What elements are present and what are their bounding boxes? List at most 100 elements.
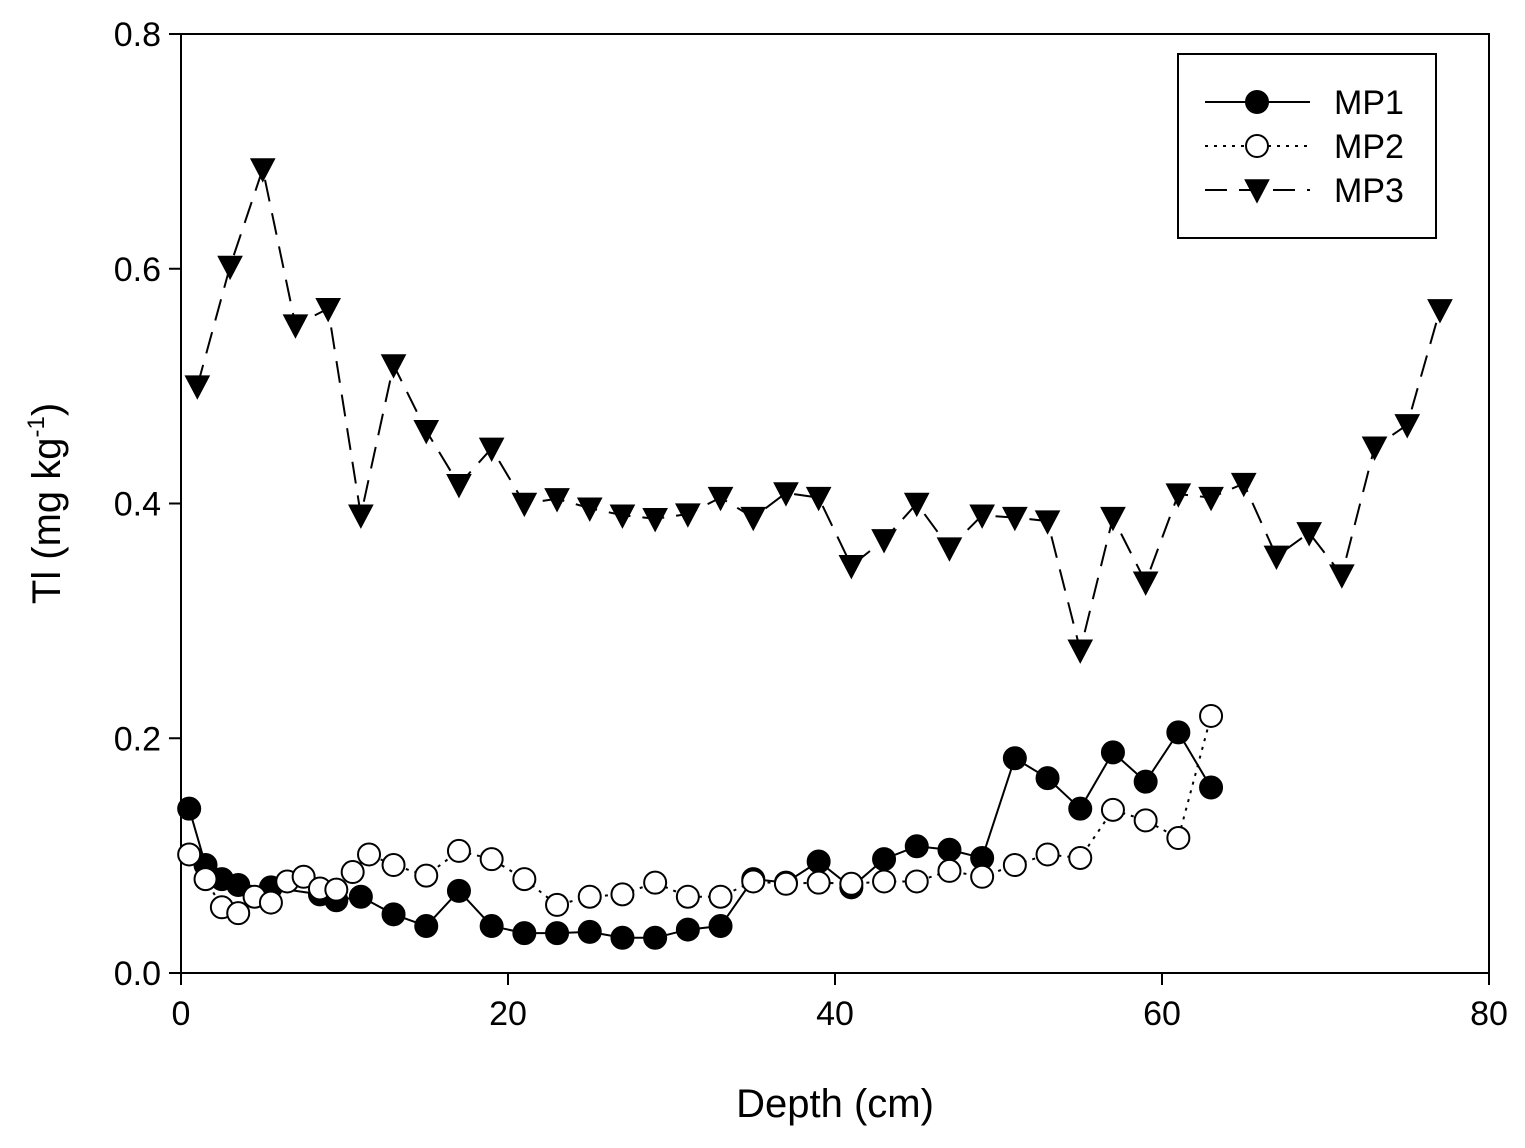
data-point-mp2 <box>773 871 798 896</box>
data-point-mp3 <box>348 504 374 529</box>
data-point-mp3 <box>1198 486 1224 512</box>
data-point-mp2 <box>324 877 349 902</box>
data-point-mp2 <box>226 901 251 926</box>
data-point-mp3 <box>1132 571 1159 596</box>
data-point-mp1 <box>226 872 251 897</box>
data-point-mp2 <box>1199 703 1224 728</box>
data-point-mp2 <box>1166 826 1191 851</box>
data-point-mp1 <box>1100 740 1125 765</box>
data-point-mp1 <box>643 925 668 950</box>
data-point-mp3 <box>936 537 963 562</box>
data-point-mp2 <box>675 884 700 909</box>
data-point-mp2 <box>741 869 766 894</box>
data-point-mp3 <box>1361 436 1388 461</box>
data-point-mp1 <box>177 796 202 821</box>
data-point-mp3 <box>184 375 211 400</box>
data-point-mp1 <box>1166 720 1191 745</box>
y-tick-label: 0.6 <box>114 251 161 289</box>
series-line-mp3 <box>196 165 1441 651</box>
data-point-mp1 <box>610 925 635 950</box>
data-point-mp3 <box>315 297 341 323</box>
data-point-mp2 <box>479 847 504 872</box>
legend-item-mp3: MP3 <box>1205 172 1404 210</box>
data-point-mp1 <box>545 921 570 946</box>
data-point-mp2 <box>1035 842 1060 867</box>
data-point-mp3 <box>838 555 865 580</box>
data-point-mp2 <box>643 870 668 895</box>
data-point-mp2 <box>446 838 471 863</box>
data-point-mp3 <box>871 529 897 554</box>
data-point-mp2 <box>193 867 218 892</box>
x-axis-title: Depth (cm) <box>736 1082 934 1126</box>
data-point-mp3 <box>1067 639 1094 664</box>
data-point-mp3 <box>1329 564 1355 589</box>
data-point-mp3 <box>249 158 276 183</box>
data-point-mp2 <box>545 892 570 917</box>
data-point-mp3 <box>1034 510 1061 535</box>
data-point-mp1 <box>446 878 471 903</box>
axis-titles: Depth (cm) Tl (mg kg-1) <box>23 403 934 1126</box>
data-point-mp3 <box>1002 506 1028 532</box>
data-point-mp1 <box>512 921 537 946</box>
data-point-mp1 <box>904 834 929 859</box>
data-point-mp3 <box>675 503 701 528</box>
legend-marker-mp3 <box>1244 179 1270 204</box>
data-point-mp3 <box>805 486 832 512</box>
data-point-mp2 <box>904 869 929 894</box>
data-point-mp1 <box>1035 766 1060 791</box>
data-point-mp2 <box>1068 845 1093 870</box>
data-point-mp2 <box>577 884 602 909</box>
data-point-mp3 <box>380 354 407 379</box>
data-point-mp2 <box>839 871 864 896</box>
data-point-mp2 <box>970 864 995 889</box>
data-point-mp1 <box>414 914 439 939</box>
x-tick-label: 80 <box>1470 995 1508 1033</box>
data-point-mp1 <box>806 849 831 874</box>
data-point-mp1 <box>872 847 897 872</box>
data-point-mp2 <box>1133 808 1158 833</box>
data-point-mp3 <box>1100 506 1126 532</box>
y-tick-label: 0.0 <box>114 955 161 993</box>
data-point-mp1 <box>937 837 962 862</box>
y-axis-title-superscript: -1 <box>23 416 50 437</box>
y-axis-title-base: Tl (mg kg <box>25 437 69 604</box>
data-point-mp2 <box>258 890 283 915</box>
data-point-mp3 <box>478 437 505 463</box>
data-point-mp2 <box>610 882 635 907</box>
data-point-mp1 <box>381 902 406 927</box>
series-mp2 <box>177 703 1224 926</box>
data-point-mp2 <box>708 884 733 909</box>
data-point-mp3 <box>413 420 440 445</box>
data-point-mp3 <box>1394 414 1421 439</box>
data-point-mp3 <box>446 474 472 499</box>
data-point-mp3 <box>609 504 636 529</box>
series-layer <box>177 158 1453 950</box>
data-point-mp1 <box>675 917 700 942</box>
data-point-mp2 <box>512 867 537 892</box>
data-point-mp3 <box>1230 472 1257 498</box>
data-point-mp2 <box>340 860 365 885</box>
series-mp1 <box>177 720 1224 950</box>
data-point-mp3 <box>511 492 538 518</box>
data-point-mp3 <box>1427 299 1453 324</box>
data-point-mp3 <box>1165 483 1192 508</box>
y-axis-title-suffix: ) <box>25 403 69 416</box>
data-point-mp3 <box>576 497 603 522</box>
data-point-mp3 <box>1296 522 1322 547</box>
data-point-mp1 <box>1068 796 1093 821</box>
data-point-mp3 <box>1263 545 1290 570</box>
data-point-mp3 <box>707 486 734 512</box>
legend-marker-mp2 <box>1245 134 1269 158</box>
data-point-mp2 <box>381 853 406 878</box>
data-point-mp2 <box>937 858 962 883</box>
data-point-mp3 <box>740 506 767 532</box>
legend: MP1 MP2 MP3 <box>1177 53 1437 239</box>
data-point-mp2 <box>872 869 897 894</box>
data-point-mp1 <box>1133 769 1158 794</box>
data-point-mp3 <box>282 314 309 339</box>
data-point-mp3 <box>217 255 243 281</box>
data-point-mp2 <box>357 842 382 867</box>
legend-item-mp2: MP2 <box>1205 128 1404 166</box>
data-point-mp2 <box>291 864 316 889</box>
